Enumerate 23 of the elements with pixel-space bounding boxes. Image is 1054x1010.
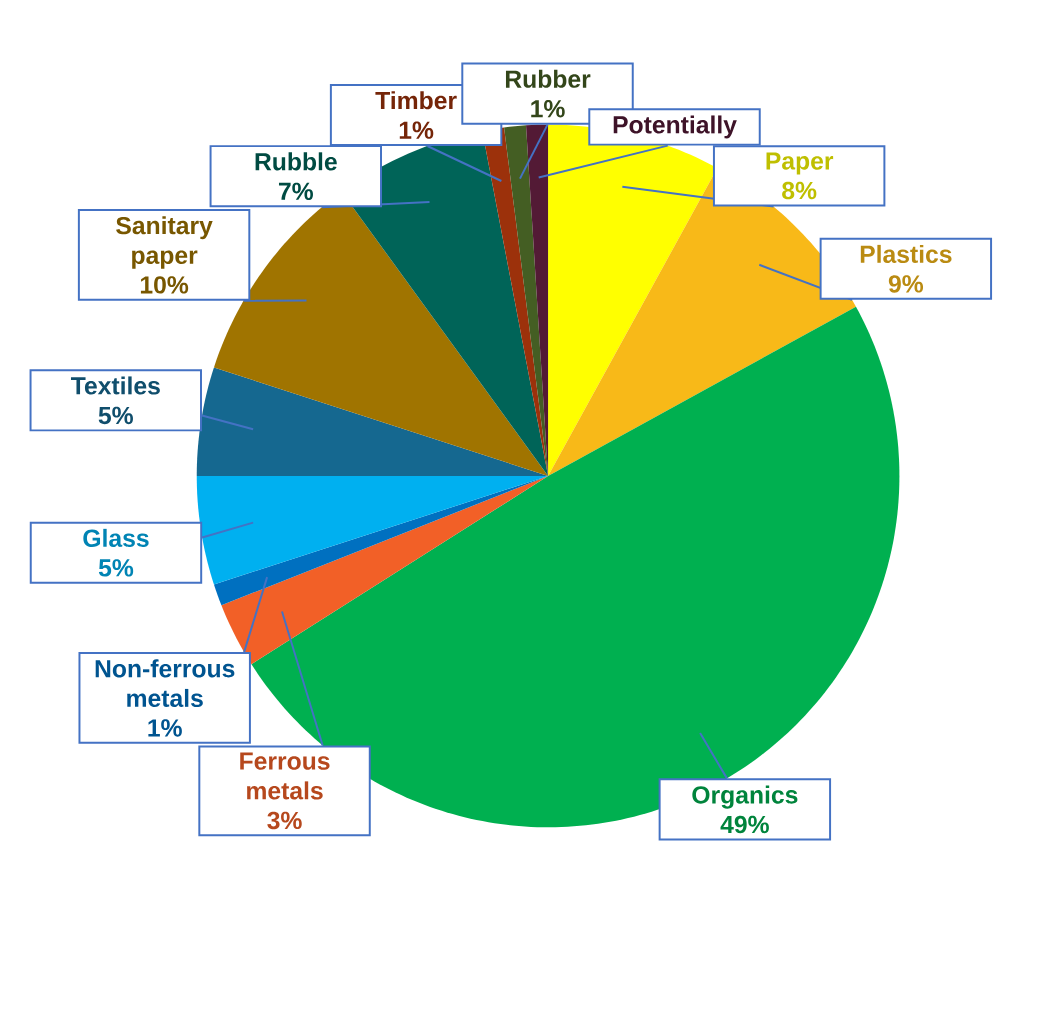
data-label: 1%: [148, 719, 182, 737]
data-label: 3%: [267, 811, 302, 830]
slice-label: Textiles: [70, 376, 160, 395]
slice-label: Paper: [766, 152, 834, 175]
data-label: 49%: [720, 815, 769, 834]
data-label: 5%: [98, 559, 134, 577]
slice-label: Potentially: [613, 115, 737, 139]
data-label: 1%: [531, 100, 565, 118]
slice-label: Timber: [375, 91, 457, 110]
data-label: 10%: [140, 276, 189, 294]
slice-label: Non-ferrous metals: [95, 659, 235, 708]
slice-label: Glass: [83, 528, 149, 547]
slice-label: Sanitary paper: [116, 216, 213, 269]
slice-label: Rubble: [255, 152, 337, 171]
data-label: 8%: [782, 181, 817, 200]
data-label: 9%: [888, 275, 924, 293]
data-label: 5%: [98, 406, 133, 425]
data-label: 7%: [278, 182, 313, 201]
slice-label: Plastics: [860, 244, 952, 264]
data-label: 1%: [399, 121, 434, 139]
slice-label: Ferrous metals: [240, 752, 330, 800]
slice-label: Rubber: [505, 69, 591, 88]
slice-label: Organics: [692, 785, 798, 809]
